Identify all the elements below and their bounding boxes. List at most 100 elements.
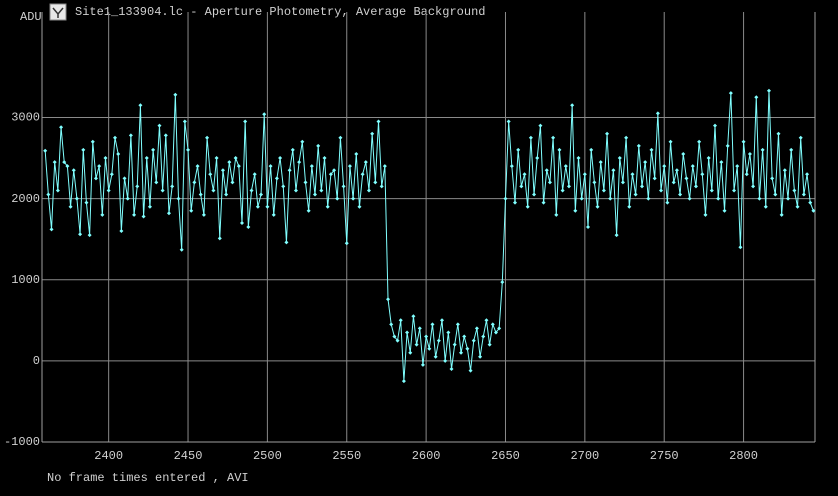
data-point	[281, 184, 286, 189]
data-point	[474, 326, 479, 331]
data-point	[392, 334, 397, 339]
data-point	[779, 212, 784, 217]
data-point	[608, 196, 613, 201]
data-point	[481, 334, 486, 339]
data-point	[554, 212, 559, 217]
data-point	[506, 119, 511, 124]
data-point	[230, 180, 235, 185]
data-point	[379, 184, 384, 189]
data-point	[563, 164, 568, 169]
data-point	[68, 204, 73, 209]
y-axis-label: ADU	[20, 10, 42, 24]
data-point	[805, 172, 810, 177]
data-point	[293, 188, 298, 193]
data-point	[65, 164, 70, 169]
data-point	[665, 200, 670, 205]
footer-note: No frame times entered , AVI	[47, 471, 249, 485]
data-point	[233, 156, 238, 161]
data-point	[538, 123, 543, 128]
data-point	[586, 225, 591, 229]
data-point	[306, 208, 311, 213]
data-point	[478, 354, 483, 359]
data-point	[408, 350, 413, 355]
data-point	[100, 212, 105, 217]
data-point	[713, 123, 718, 128]
data-point	[87, 233, 92, 238]
data-point	[424, 334, 429, 339]
data-point	[646, 196, 651, 201]
x-tick-label: 2800	[729, 449, 758, 463]
data-point	[766, 88, 771, 93]
data-point	[503, 196, 508, 201]
data-point	[551, 135, 556, 140]
data-point	[144, 156, 149, 161]
x-tick-label: 2600	[412, 449, 441, 463]
data-point	[268, 164, 273, 169]
data-point	[716, 196, 721, 201]
x-tick-label: 2750	[650, 449, 679, 463]
x-tick-label: 2550	[332, 449, 361, 463]
data-point	[573, 208, 578, 213]
data-point	[246, 225, 251, 229]
data-point	[243, 119, 248, 124]
grid: -1000 0 1000 2000 3000 2400 2450 2500 2550 2600 26…	[4, 12, 815, 463]
y-tick-label: 2000	[11, 192, 40, 206]
data-point	[690, 164, 695, 169]
data-point	[160, 188, 165, 193]
x-tick-label: 2650	[491, 449, 520, 463]
data-point	[49, 227, 54, 232]
data-point	[433, 354, 438, 359]
data-point	[389, 322, 394, 327]
data-point	[566, 184, 571, 189]
data-point	[109, 172, 114, 177]
data-point	[395, 338, 400, 343]
data-point	[401, 379, 406, 384]
data-point	[443, 358, 448, 363]
chart-title: Site1_133904.lc - Aperture Photometry, A…	[75, 5, 485, 19]
data-point	[519, 184, 524, 189]
data-point	[151, 147, 156, 152]
data-point	[697, 139, 702, 144]
data-point	[728, 91, 733, 96]
data-point	[97, 164, 102, 169]
data-point	[570, 103, 575, 108]
data-point	[52, 160, 57, 165]
data-point	[78, 232, 83, 237]
data-point	[62, 160, 67, 165]
data-point	[284, 240, 289, 245]
data-point	[763, 204, 768, 209]
data-point	[154, 180, 159, 185]
data-point	[668, 139, 673, 144]
data-point	[300, 139, 305, 144]
data-point	[513, 200, 518, 205]
data-point	[147, 204, 152, 209]
data-point	[405, 330, 410, 335]
data-point	[370, 131, 375, 136]
data-point	[601, 188, 606, 193]
data-point	[732, 188, 737, 193]
data-point	[541, 200, 546, 205]
data-point	[328, 172, 333, 177]
plot	[43, 88, 816, 384]
data-point	[71, 168, 76, 173]
data-point	[420, 362, 425, 367]
data-point	[427, 346, 432, 351]
data-point	[201, 212, 206, 217]
data-point	[360, 172, 365, 177]
data-point	[128, 133, 133, 138]
data-point	[693, 184, 698, 189]
data-point	[465, 346, 470, 351]
data-point	[678, 192, 683, 197]
data-point	[795, 204, 800, 209]
data-point	[373, 180, 378, 185]
data-point	[649, 147, 654, 152]
data-point	[595, 204, 600, 209]
data-point	[452, 342, 457, 347]
data-point	[652, 176, 657, 181]
data-point	[582, 172, 587, 177]
data-point	[462, 334, 467, 339]
data-point	[449, 366, 454, 371]
data-point	[617, 156, 622, 161]
data-point	[706, 156, 711, 161]
data-point	[249, 188, 254, 193]
